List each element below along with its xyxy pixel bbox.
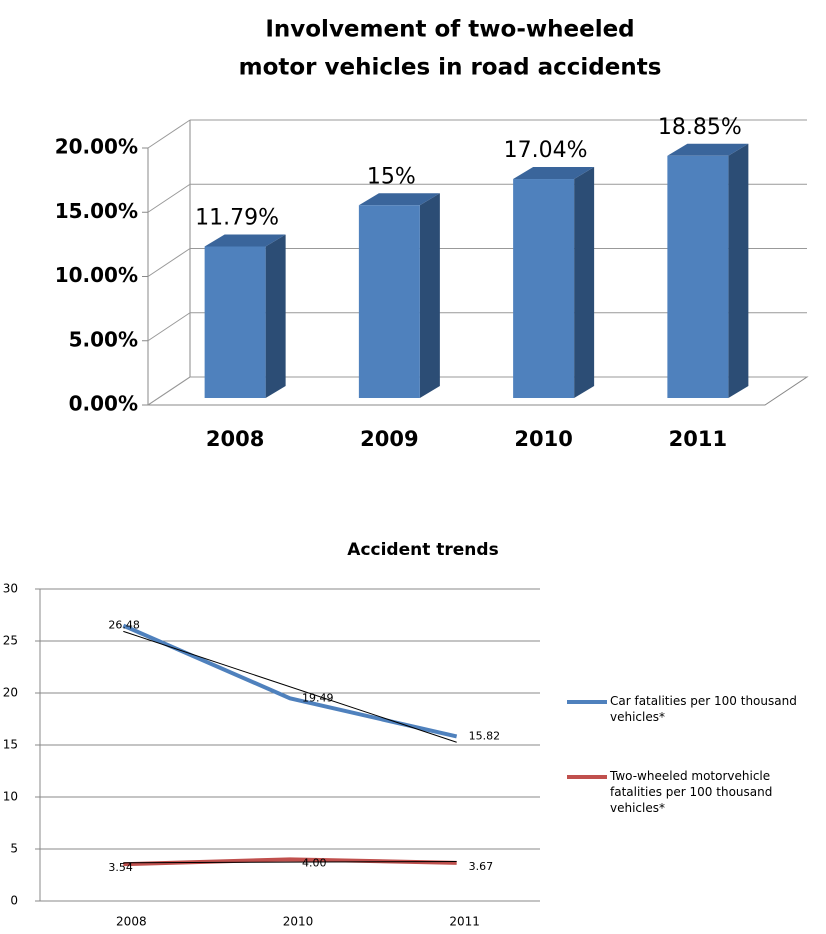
- data-label: 26.48: [108, 619, 140, 632]
- grid-line: [147, 312, 191, 342]
- bar: [667, 155, 729, 398]
- y-tick-label: 15.00%: [55, 199, 138, 223]
- legend-label: Car fatalities per 100 thousand vehicles…: [610, 694, 797, 724]
- y-tick-label: 0: [10, 894, 18, 908]
- data-label: 11.79%: [195, 205, 279, 230]
- x-tick-label: 2009: [360, 427, 418, 451]
- bar-side: [574, 167, 595, 398]
- y-tick-label: 30: [3, 582, 18, 596]
- y-tick-label: 10: [3, 790, 18, 804]
- bar: [513, 179, 575, 398]
- data-label: 3.54: [108, 861, 133, 874]
- y-tick-label: 5: [10, 842, 18, 856]
- data-label: 15%: [367, 164, 416, 189]
- x-tick-label: 2010: [514, 427, 572, 451]
- line: [122, 623, 458, 739]
- y-tick-label: 5.00%: [69, 327, 138, 351]
- grid-line: [147, 248, 191, 277]
- bar-side: [728, 143, 749, 398]
- y-tick-label: 0.00%: [69, 392, 138, 416]
- x-tick-label: 2010: [283, 915, 314, 929]
- grid-line: [147, 183, 191, 213]
- data-label: 4.00: [302, 856, 327, 869]
- x-tick-label: 2011: [449, 915, 480, 929]
- trendline: [123, 860, 457, 864]
- data-label: 18.85%: [658, 115, 742, 140]
- bar-side: [419, 193, 440, 398]
- legend-label: Two-wheeled motorvehicle fatalities per …: [610, 769, 773, 815]
- data-label: 19.49: [302, 691, 334, 704]
- grid-line: [147, 119, 191, 149]
- bar-side: [265, 234, 286, 398]
- y-tick-label: 10.00%: [55, 263, 138, 287]
- y-tick-label: 20: [3, 686, 18, 700]
- bar: [204, 246, 266, 398]
- chart-title: Involvement of two-wheeled: [265, 17, 634, 43]
- x-tick-label: 2011: [669, 427, 727, 451]
- trendline: [123, 630, 457, 743]
- chart-title: motor vehicles in road accidents: [239, 55, 662, 81]
- bar-top: [513, 167, 595, 180]
- data-label: 17.04%: [504, 138, 588, 163]
- y-tick-label: 15: [3, 738, 18, 752]
- y-tick-label: 25: [3, 634, 18, 648]
- y-tick-label: 20.00%: [55, 135, 138, 159]
- bar: [358, 205, 420, 398]
- bar-top: [358, 193, 440, 206]
- grid-line: [147, 376, 191, 406]
- data-label: 15.82: [469, 729, 501, 742]
- data-label: 3.67: [469, 860, 494, 873]
- x-tick-label: 2008: [116, 915, 147, 929]
- bar-top: [204, 234, 286, 247]
- bar-top: [667, 143, 749, 156]
- chart-title: Accident trends: [347, 540, 498, 560]
- x-tick-label: 2008: [206, 427, 264, 451]
